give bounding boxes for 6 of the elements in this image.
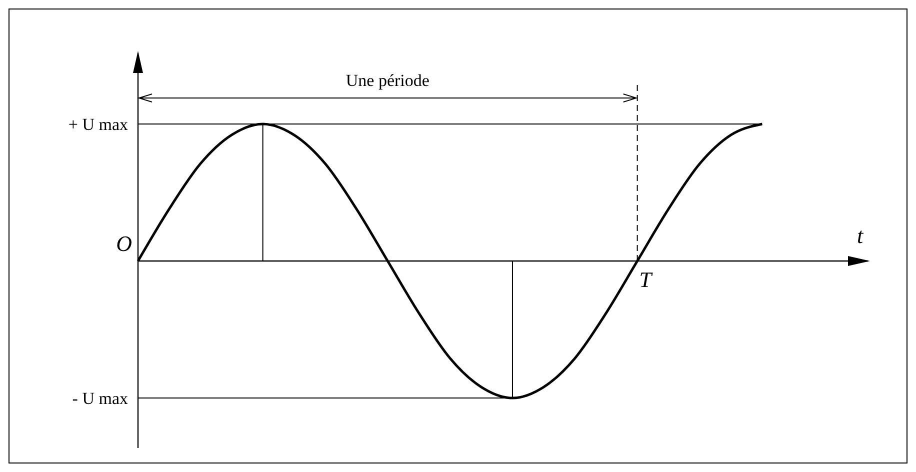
x-axis-title: t xyxy=(856,223,864,248)
ref-line-label: - U max xyxy=(72,388,128,408)
x-tick-label: O xyxy=(116,231,132,256)
x-tick-label: T xyxy=(639,267,654,292)
ref-line-label: + U max xyxy=(68,114,128,134)
text: Une période xyxy=(346,71,430,90)
